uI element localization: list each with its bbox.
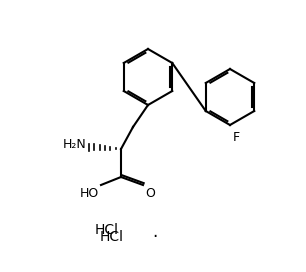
Text: HCl: HCl [100,230,124,244]
Text: HO: HO [80,187,99,200]
Text: O: O [145,187,155,200]
Text: F: F [233,131,240,144]
Text: ·: · [152,228,158,246]
Text: H₂N: H₂N [63,138,87,152]
Text: HCl: HCl [95,223,119,237]
